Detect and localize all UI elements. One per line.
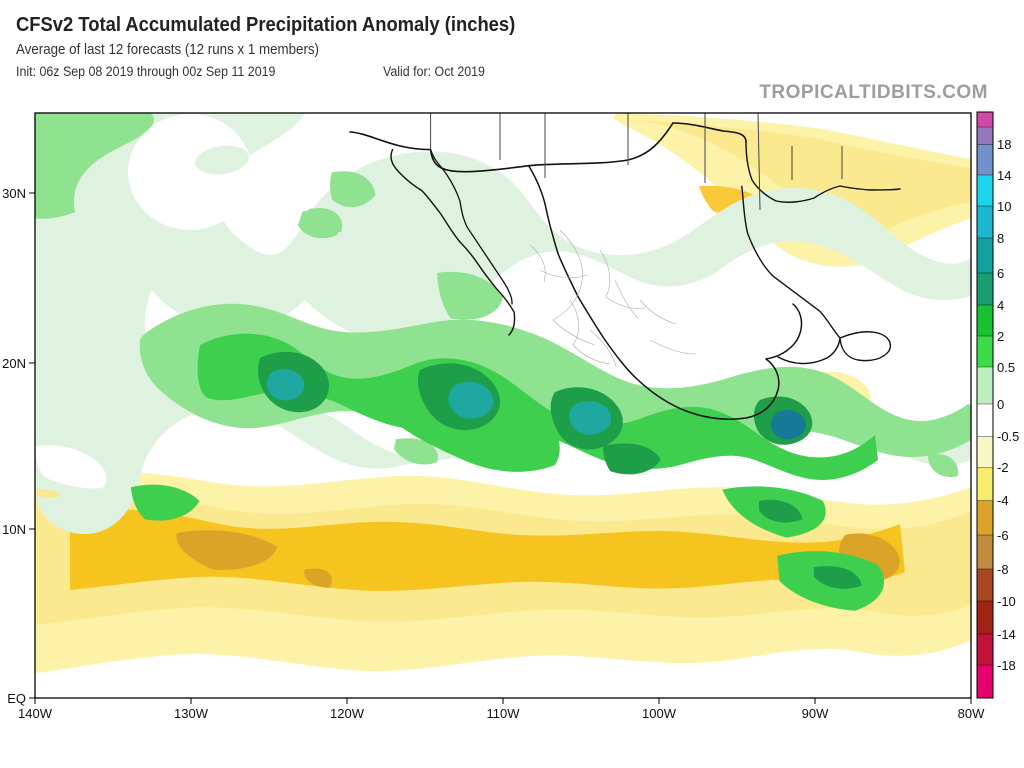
- svg-text:120W: 120W: [330, 706, 365, 721]
- svg-text:0: 0: [997, 397, 1004, 412]
- svg-text:90W: 90W: [802, 706, 829, 721]
- svg-text:14: 14: [997, 168, 1011, 183]
- svg-text:EQ: EQ: [7, 691, 26, 706]
- svg-text:80W: 80W: [958, 706, 985, 721]
- svg-text:110W: 110W: [487, 706, 521, 721]
- svg-text:10N: 10N: [2, 522, 26, 537]
- svg-text:-2: -2: [997, 460, 1009, 475]
- svg-text:0.5: 0.5: [997, 360, 1015, 375]
- svg-text:-10: -10: [997, 594, 1016, 609]
- svg-text:-8: -8: [997, 562, 1009, 577]
- svg-text:-6: -6: [997, 528, 1009, 543]
- svg-text:2: 2: [997, 329, 1004, 344]
- svg-text:-18: -18: [997, 658, 1016, 673]
- svg-text:30N: 30N: [2, 186, 26, 201]
- svg-text:140W: 140W: [18, 706, 53, 721]
- svg-text:6: 6: [997, 266, 1004, 281]
- svg-text:20N: 20N: [2, 356, 26, 371]
- svg-text:-0.5: -0.5: [997, 429, 1019, 444]
- svg-text:100W: 100W: [642, 706, 677, 721]
- svg-text:8: 8: [997, 231, 1004, 246]
- svg-text:18: 18: [997, 137, 1011, 152]
- svg-text:10: 10: [997, 199, 1011, 214]
- svg-text:4: 4: [997, 298, 1004, 313]
- svg-text:-4: -4: [997, 493, 1009, 508]
- svg-text:130W: 130W: [174, 706, 209, 721]
- svg-text:-14: -14: [997, 627, 1016, 642]
